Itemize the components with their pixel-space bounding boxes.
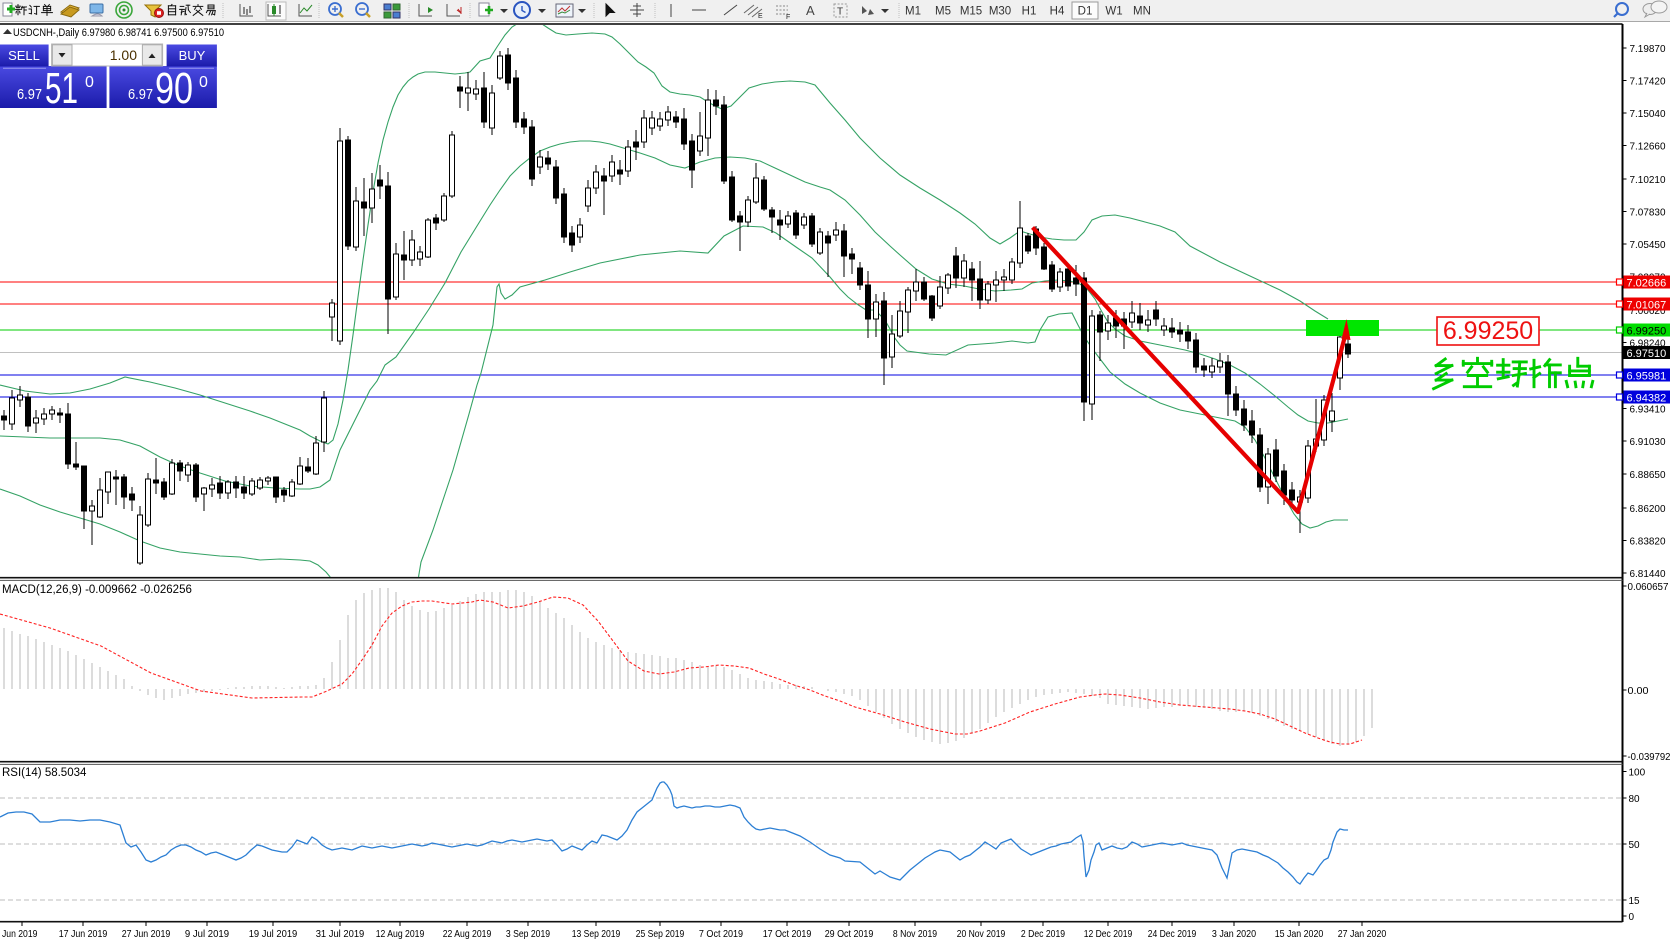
svg-text:17 Jun 2019: 17 Jun 2019: [59, 928, 108, 940]
svg-text:0.00: 0.00: [1628, 686, 1649, 697]
svg-text:6.99250: 6.99250: [1627, 326, 1667, 338]
svg-text:19 Jul 2019: 19 Jul 2019: [249, 928, 298, 940]
svg-text:7.01067: 7.01067: [1627, 300, 1667, 312]
svg-text:6.86200: 6.86200: [1630, 503, 1666, 515]
svg-text:15 Jan 2020: 15 Jan 2020: [1275, 928, 1324, 940]
svg-text:7.07830: 7.07830: [1630, 207, 1666, 219]
svg-text:3 Sep 2019: 3 Sep 2019: [506, 928, 550, 940]
svg-text:M30: M30: [989, 6, 1011, 18]
svg-text:2 Dec 2019: 2 Dec 2019: [1021, 928, 1065, 940]
svg-text:6.93410: 6.93410: [1630, 404, 1666, 416]
svg-text:31 Jul 2019: 31 Jul 2019: [316, 928, 365, 940]
svg-text:3 Jan 2020: 3 Jan 2020: [1212, 928, 1256, 940]
svg-text:51: 51: [45, 64, 78, 113]
svg-text:0.060657: 0.060657: [1628, 582, 1669, 593]
svg-text:6.81440: 6.81440: [1630, 568, 1666, 580]
svg-text:H4: H4: [1050, 6, 1065, 18]
svg-text:6.97: 6.97: [17, 86, 42, 103]
svg-text:7.12660: 7.12660: [1630, 141, 1666, 153]
svg-text:6.91030: 6.91030: [1630, 436, 1666, 448]
svg-text:7.15040: 7.15040: [1630, 108, 1666, 120]
svg-text:6.83820: 6.83820: [1630, 536, 1666, 548]
svg-text:0: 0: [85, 74, 94, 91]
svg-text:8 Nov 2019: 8 Nov 2019: [893, 928, 937, 940]
svg-text:7.10210: 7.10210: [1630, 174, 1666, 186]
svg-text:50: 50: [1629, 840, 1641, 851]
svg-text:RSI(14) 58.5034: RSI(14) 58.5034: [2, 767, 87, 779]
svg-text:6.97510: 6.97510: [1627, 348, 1667, 360]
svg-text:0: 0: [199, 74, 208, 91]
svg-text:80: 80: [1629, 794, 1641, 805]
svg-text:M1: M1: [905, 6, 921, 18]
svg-text:-0.039792: -0.039792: [1628, 752, 1670, 763]
svg-text:SELL: SELL: [8, 48, 40, 63]
svg-text:13 Sep 2019: 13 Sep 2019: [572, 928, 621, 940]
svg-text:BUY: BUY: [179, 48, 206, 63]
svg-text:22 Aug 2019: 22 Aug 2019: [443, 928, 492, 940]
svg-text:Jun 2019: Jun 2019: [2, 928, 38, 940]
svg-text:1.00: 1.00: [110, 47, 137, 63]
svg-text:29 Oct 2019: 29 Oct 2019: [825, 928, 874, 940]
svg-text:6.88650: 6.88650: [1630, 469, 1666, 481]
svg-text:F: F: [786, 14, 790, 21]
svg-text:7.02666: 7.02666: [1627, 278, 1667, 290]
svg-text:MACD(12,26,9) -0.009662 -0.026: MACD(12,26,9) -0.009662 -0.026256: [2, 584, 192, 596]
svg-text:12 Aug 2019: 12 Aug 2019: [376, 928, 425, 940]
svg-text:90: 90: [155, 64, 193, 113]
svg-text:6.97: 6.97: [128, 86, 153, 103]
svg-text:100: 100: [1629, 768, 1646, 779]
svg-text:MN: MN: [1133, 6, 1151, 18]
svg-text:W1: W1: [1105, 6, 1122, 18]
svg-text:7.19870: 7.19870: [1630, 43, 1666, 55]
svg-text:12 Dec 2019: 12 Dec 2019: [1084, 928, 1133, 940]
svg-text:9 Jul 2019: 9 Jul 2019: [185, 928, 229, 940]
svg-text:USDCNH-,Daily 6.97980 6.98741: USDCNH-,Daily 6.97980 6.98741 6.97500 6.…: [13, 27, 224, 39]
svg-text:0: 0: [1629, 912, 1635, 923]
svg-text:H1: H1: [1022, 6, 1037, 18]
svg-text:27 Jun 2019: 27 Jun 2019: [122, 928, 171, 940]
svg-text:A: A: [806, 3, 815, 18]
svg-text:24 Dec 2019: 24 Dec 2019: [1148, 928, 1197, 940]
svg-text:7.05450: 7.05450: [1630, 239, 1666, 251]
svg-text:17 Oct 2019: 17 Oct 2019: [763, 928, 812, 940]
svg-text:6.94382: 6.94382: [1627, 393, 1667, 405]
svg-text:25 Sep 2019: 25 Sep 2019: [636, 928, 685, 940]
svg-text:6.99250: 6.99250: [1443, 317, 1533, 345]
svg-text:20 Nov 2019: 20 Nov 2019: [957, 928, 1006, 940]
svg-text:7 Oct 2019: 7 Oct 2019: [699, 928, 743, 940]
svg-text:D1: D1: [1078, 6, 1093, 18]
svg-text:7.17420: 7.17420: [1630, 76, 1666, 88]
svg-text:T: T: [837, 7, 843, 18]
svg-text:15: 15: [1629, 896, 1641, 907]
svg-text:E: E: [758, 13, 763, 20]
svg-text:27 Jan 2020: 27 Jan 2020: [1338, 928, 1387, 940]
svg-text:6.95981: 6.95981: [1627, 371, 1667, 383]
svg-text:M5: M5: [935, 6, 951, 18]
svg-text:M15: M15: [960, 6, 982, 18]
